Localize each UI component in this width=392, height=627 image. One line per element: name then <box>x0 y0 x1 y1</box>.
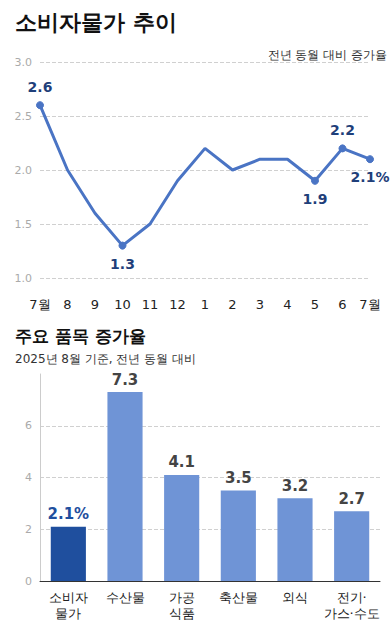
svg-text:소비자물가 추이: 소비자물가 추이 <box>15 10 177 35</box>
svg-text:1.9: 1.9 <box>303 191 328 207</box>
svg-text:2.6: 2.6 <box>28 79 53 95</box>
svg-text:2: 2 <box>228 297 236 312</box>
svg-text:전년 동월 대비 증가율: 전년 동월 대비 증가율 <box>268 48 387 62</box>
svg-text:1.3: 1.3 <box>110 256 135 272</box>
svg-text:1.0: 1.0 <box>15 272 33 285</box>
svg-text:9: 9 <box>91 297 99 312</box>
svg-text:식품: 식품 <box>169 606 195 621</box>
svg-text:4.1: 4.1 <box>168 453 195 471</box>
svg-text:12: 12 <box>169 297 186 312</box>
svg-text:축산물: 축산물 <box>219 590 258 605</box>
svg-text:2: 2 <box>25 523 32 536</box>
svg-text:2.1%: 2.1% <box>351 169 390 185</box>
svg-text:6: 6 <box>25 419 32 432</box>
svg-text:11: 11 <box>142 297 159 312</box>
svg-text:0: 0 <box>25 575 32 588</box>
svg-text:6: 6 <box>338 297 346 312</box>
svg-text:가스·수도: 가스·수도 <box>324 606 380 621</box>
svg-text:1: 1 <box>201 297 209 312</box>
svg-text:1.5: 1.5 <box>15 218 33 231</box>
svg-text:2.5: 2.5 <box>15 110 33 123</box>
svg-text:2.2: 2.2 <box>330 122 355 138</box>
svg-text:7월: 7월 <box>29 297 50 312</box>
svg-text:전기·: 전기· <box>337 590 367 605</box>
svg-text:3: 3 <box>256 297 264 312</box>
svg-text:수산물: 수산물 <box>106 590 145 605</box>
svg-text:3.2: 3.2 <box>282 477 309 495</box>
svg-text:2025년 8월 기준, 전년 동월 대비: 2025년 8월 기준, 전년 동월 대비 <box>15 352 196 366</box>
svg-text:3.0: 3.0 <box>15 56 33 69</box>
svg-text:물가: 물가 <box>55 606 81 621</box>
svg-text:주요 품목 증가율: 주요 품목 증가율 <box>15 326 146 346</box>
svg-text:2.0: 2.0 <box>15 164 33 177</box>
svg-text:2.1%: 2.1% <box>48 505 90 523</box>
svg-text:7월: 7월 <box>359 297 380 312</box>
svg-text:가공: 가공 <box>169 590 195 605</box>
svg-text:3.5: 3.5 <box>225 469 252 487</box>
svg-text:2.7: 2.7 <box>338 490 365 508</box>
svg-text:4: 4 <box>25 471 32 484</box>
svg-text:5: 5 <box>311 297 319 312</box>
svg-text:7.3: 7.3 <box>112 371 139 389</box>
svg-text:소비자: 소비자 <box>49 590 88 605</box>
svg-text:4: 4 <box>283 297 291 312</box>
svg-text:외식: 외식 <box>282 590 308 605</box>
svg-text:10: 10 <box>114 297 131 312</box>
svg-text:8: 8 <box>63 297 71 312</box>
